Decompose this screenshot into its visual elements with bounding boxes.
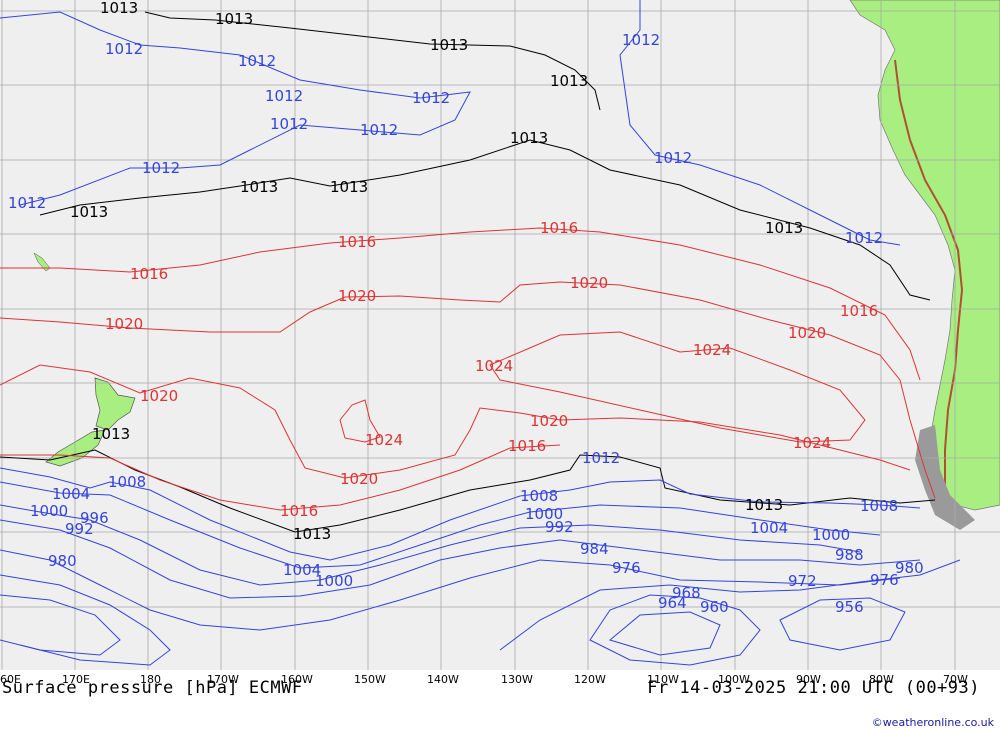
isobar-label: 1012 — [654, 149, 692, 167]
map-footer — [0, 670, 1000, 733]
isobar-label: 1012 — [265, 87, 303, 105]
isobar-label: 1016 — [840, 302, 878, 320]
isobar-label: 1008 — [860, 497, 898, 515]
ocean-background — [0, 0, 1000, 670]
isobar-label: 1000 — [315, 572, 353, 590]
lon-label: 100W — [718, 673, 750, 686]
lon-label: 170W — [207, 673, 239, 686]
isobar-label: 1024 — [365, 431, 403, 449]
isobar-label: 1012 — [582, 449, 620, 467]
andes-terrain — [894, 59, 964, 490]
pressure-map: 1013 1013 1013 1013 1013 1013 1013 1013 … — [0, 0, 1000, 670]
isobar-label: 1012 — [845, 229, 883, 247]
isobar-label: 1012 — [622, 31, 660, 49]
lon-label: 70W — [943, 673, 968, 686]
isobar-label: 1004 — [52, 485, 90, 503]
isobar-label: 992 — [545, 518, 574, 536]
isobar-label: 1012 — [238, 52, 276, 70]
new-zealand-north-island — [94, 377, 136, 431]
lon-label: 110W — [647, 673, 679, 686]
isobar-label: 1020 — [338, 287, 376, 305]
pressure-map-svg: 1013 1013 1013 1013 1013 1013 1013 1013 … — [0, 0, 1000, 670]
isobar-label: 1016 — [130, 265, 168, 283]
isobar-label: 1012 — [360, 121, 398, 139]
isobar-label: 1020 — [570, 274, 608, 292]
lon-label: 140W — [427, 673, 459, 686]
isobar-label: 976 — [870, 571, 899, 589]
isobar-label: 1004 — [283, 561, 321, 579]
isobar-label: 1024 — [793, 434, 831, 452]
lon-label: 160W — [281, 673, 313, 686]
isobar-label: 1013 — [550, 72, 588, 90]
lon-label: 180 — [140, 673, 161, 686]
isobar-label: 1013 — [70, 203, 108, 221]
isobar-label: 960 — [700, 598, 729, 616]
isobar-label: 1013 — [330, 178, 368, 196]
isobar-label: 1000 — [812, 526, 850, 544]
new-zealand-south-island — [45, 429, 106, 467]
isobar-label: 972 — [788, 572, 817, 590]
lon-label: 170E — [62, 673, 90, 686]
isobar-label: 1012 — [8, 194, 46, 212]
isobar-label: 1016 — [280, 502, 318, 520]
graticule — [0, 0, 1000, 670]
new-caledonia — [33, 252, 51, 272]
isobar-label: 1008 — [108, 473, 146, 491]
lon-label: 130W — [501, 673, 533, 686]
patagonia-islands — [915, 425, 975, 530]
isobar-label: 1020 — [788, 324, 826, 342]
isobar-label: 1020 — [140, 387, 178, 405]
isobar-label: 1013 — [430, 36, 468, 54]
isobar-label: 1013 — [510, 129, 548, 147]
isobar-label: 968 — [672, 584, 701, 602]
isobars-low — [0, 0, 961, 666]
isobar-label: 1013 — [92, 425, 130, 443]
isobar-label: 1024 — [693, 341, 731, 359]
isobar-label: 1012 — [412, 89, 450, 107]
isobar-label: 1013 — [765, 219, 803, 237]
isobar-label: 980 — [48, 552, 77, 570]
isobar-label: 992 — [65, 520, 94, 538]
isobar-label: 996 — [80, 509, 109, 527]
isobar-label: 1000 — [30, 502, 68, 520]
isobar-label: 1013 — [293, 525, 331, 543]
isobar-label: 984 — [580, 540, 609, 558]
isobar-label: 1024 — [475, 357, 513, 375]
isobar-label: 980 — [895, 559, 924, 577]
isobar-label: 1016 — [508, 437, 546, 455]
isobar-label: 964 — [658, 594, 687, 612]
isobar-labels: 1013 1013 1013 1013 1013 1013 1013 1013 … — [8, 0, 924, 616]
isobars-high — [0, 227, 936, 511]
isobar-label: 976 — [612, 559, 641, 577]
lon-label: 80W — [869, 673, 894, 686]
isobar-label: 1020 — [105, 315, 143, 333]
isobar-label: 1008 — [520, 487, 558, 505]
isobar-label: 1020 — [530, 412, 568, 430]
isobar-label: 1013 — [215, 10, 253, 28]
isobar-label: 1004 — [750, 519, 788, 537]
isobar-label: 1016 — [338, 233, 376, 251]
isobar-label: 956 — [835, 598, 864, 616]
lon-label: 150W — [354, 673, 386, 686]
isobar-label: 988 — [835, 546, 864, 564]
lon-label: 120W — [574, 673, 606, 686]
lon-label: 60E — [0, 673, 21, 686]
valid-time: Fr 14-03-2025 21:00 UTC (00+93) — [647, 678, 980, 698]
lon-label: 90W — [796, 673, 821, 686]
credit-link[interactable]: ©weatheronline.co.uk — [871, 716, 994, 729]
isobar-label: 1000 — [525, 505, 563, 523]
isobar-label: 1016 — [540, 219, 578, 237]
isobar-label: 1020 — [340, 470, 378, 488]
isobar-label: 1012 — [270, 115, 308, 133]
isobar-label: 1013 — [100, 0, 138, 17]
map-title: Surface pressure [hPa] ECMWF — [2, 678, 303, 698]
isobar-label: 1012 — [105, 40, 143, 58]
isobar-label: 1012 — [142, 159, 180, 177]
isobar-label: 1013 — [745, 496, 783, 514]
isobar-label: 1013 — [240, 178, 278, 196]
